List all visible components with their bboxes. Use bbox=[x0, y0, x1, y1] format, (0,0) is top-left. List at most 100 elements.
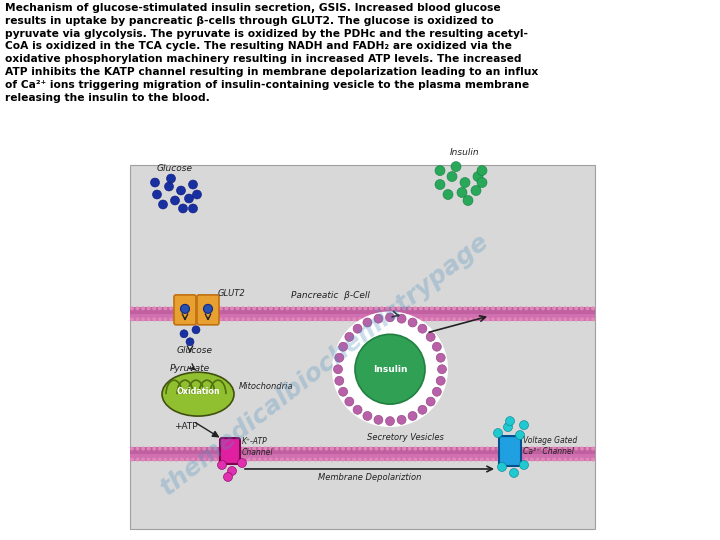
Circle shape bbox=[258, 306, 262, 310]
Circle shape bbox=[169, 318, 173, 321]
Circle shape bbox=[158, 318, 162, 321]
Circle shape bbox=[345, 397, 354, 406]
Circle shape bbox=[225, 318, 228, 321]
Circle shape bbox=[280, 447, 284, 450]
Circle shape bbox=[135, 447, 140, 450]
Circle shape bbox=[179, 204, 187, 213]
Circle shape bbox=[202, 457, 206, 462]
Bar bbox=[130, 165, 595, 529]
Circle shape bbox=[441, 318, 445, 321]
Circle shape bbox=[330, 457, 334, 462]
Circle shape bbox=[436, 447, 439, 450]
Circle shape bbox=[219, 318, 223, 321]
Circle shape bbox=[432, 342, 441, 351]
Circle shape bbox=[397, 306, 400, 310]
Circle shape bbox=[341, 318, 345, 321]
Circle shape bbox=[135, 318, 140, 321]
Circle shape bbox=[438, 364, 446, 374]
Circle shape bbox=[264, 306, 267, 310]
Circle shape bbox=[225, 457, 228, 462]
Circle shape bbox=[441, 447, 445, 450]
Circle shape bbox=[189, 180, 197, 189]
Circle shape bbox=[541, 457, 545, 462]
Circle shape bbox=[505, 416, 515, 426]
Circle shape bbox=[541, 306, 545, 310]
Text: +ATP: +ATP bbox=[174, 422, 198, 431]
Circle shape bbox=[286, 318, 289, 321]
Circle shape bbox=[536, 457, 539, 462]
Circle shape bbox=[335, 353, 344, 362]
Circle shape bbox=[419, 306, 423, 310]
Circle shape bbox=[424, 318, 428, 321]
Circle shape bbox=[485, 447, 490, 450]
Circle shape bbox=[413, 318, 418, 321]
Circle shape bbox=[286, 306, 289, 310]
Circle shape bbox=[477, 178, 487, 187]
Circle shape bbox=[358, 306, 361, 310]
Circle shape bbox=[516, 430, 524, 440]
Circle shape bbox=[252, 447, 256, 450]
Circle shape bbox=[563, 318, 567, 321]
Circle shape bbox=[297, 318, 301, 321]
Circle shape bbox=[352, 318, 356, 321]
Circle shape bbox=[552, 447, 556, 450]
Circle shape bbox=[219, 306, 223, 310]
Circle shape bbox=[325, 457, 328, 462]
Circle shape bbox=[546, 447, 551, 450]
Circle shape bbox=[510, 469, 518, 477]
Circle shape bbox=[508, 306, 512, 310]
Circle shape bbox=[252, 457, 256, 462]
Circle shape bbox=[208, 447, 212, 450]
Circle shape bbox=[241, 457, 245, 462]
Circle shape bbox=[208, 457, 212, 462]
Circle shape bbox=[163, 447, 167, 450]
Circle shape bbox=[208, 318, 212, 321]
Circle shape bbox=[524, 318, 528, 321]
Circle shape bbox=[374, 457, 379, 462]
Circle shape bbox=[546, 318, 551, 321]
Circle shape bbox=[563, 306, 567, 310]
Circle shape bbox=[204, 305, 212, 313]
Circle shape bbox=[258, 318, 262, 321]
Circle shape bbox=[130, 457, 134, 462]
Circle shape bbox=[591, 457, 595, 462]
Circle shape bbox=[497, 457, 500, 462]
Circle shape bbox=[147, 318, 150, 321]
Circle shape bbox=[397, 457, 400, 462]
Circle shape bbox=[197, 306, 201, 310]
Circle shape bbox=[197, 457, 201, 462]
Circle shape bbox=[519, 318, 523, 321]
Circle shape bbox=[463, 318, 467, 321]
Circle shape bbox=[297, 306, 301, 310]
Circle shape bbox=[213, 318, 217, 321]
Circle shape bbox=[432, 387, 441, 396]
Circle shape bbox=[247, 318, 251, 321]
Circle shape bbox=[346, 318, 351, 321]
Circle shape bbox=[424, 306, 428, 310]
Circle shape bbox=[477, 166, 487, 176]
Circle shape bbox=[264, 447, 267, 450]
Circle shape bbox=[408, 411, 417, 421]
Circle shape bbox=[447, 172, 457, 181]
Circle shape bbox=[313, 457, 318, 462]
Circle shape bbox=[474, 447, 478, 450]
Circle shape bbox=[575, 457, 578, 462]
Circle shape bbox=[174, 447, 179, 450]
Circle shape bbox=[374, 415, 383, 424]
Circle shape bbox=[502, 457, 506, 462]
Circle shape bbox=[147, 457, 150, 462]
Circle shape bbox=[269, 306, 273, 310]
Circle shape bbox=[213, 457, 217, 462]
Circle shape bbox=[385, 306, 390, 310]
Circle shape bbox=[141, 318, 145, 321]
Circle shape bbox=[152, 457, 156, 462]
Circle shape bbox=[546, 457, 551, 462]
Circle shape bbox=[152, 306, 156, 310]
Circle shape bbox=[569, 447, 573, 450]
Circle shape bbox=[408, 306, 412, 310]
Circle shape bbox=[374, 318, 379, 321]
Circle shape bbox=[446, 457, 451, 462]
Circle shape bbox=[513, 457, 517, 462]
Circle shape bbox=[469, 318, 473, 321]
Circle shape bbox=[269, 457, 273, 462]
